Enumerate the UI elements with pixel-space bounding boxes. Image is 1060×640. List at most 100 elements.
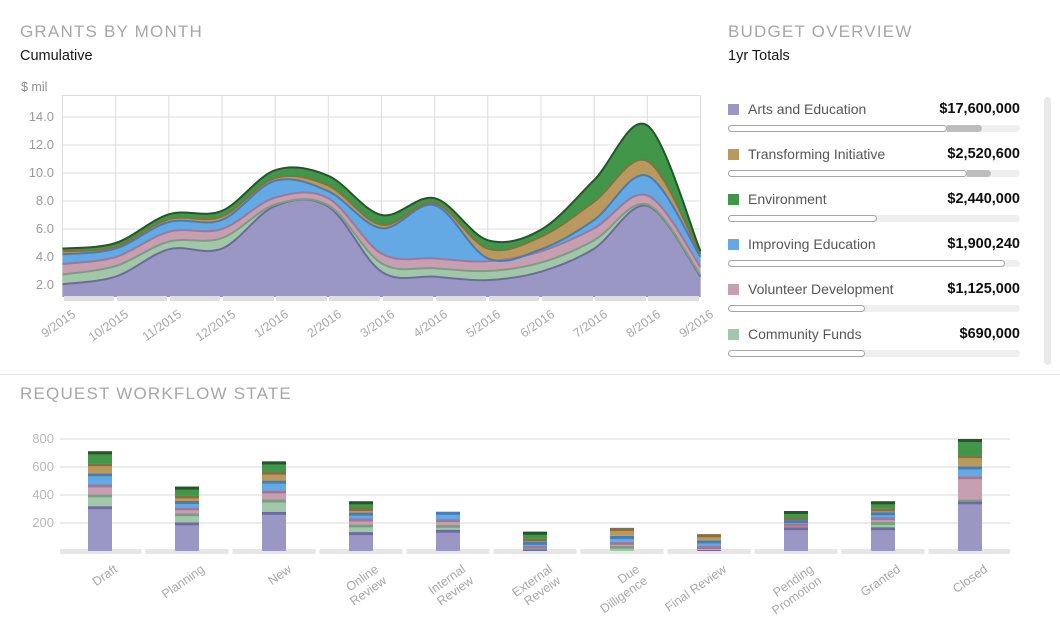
budget-row-header: Transforming Initiative$2,520,600 — [728, 144, 1020, 164]
axis-strip-segment — [648, 296, 699, 301]
grants-area-chart — [62, 95, 701, 297]
legend-color-swatch — [728, 149, 739, 160]
axis-strip-segment — [542, 296, 593, 301]
budget-progress-track — [728, 170, 1020, 177]
bar-segment-cap — [175, 487, 199, 490]
x-tick-label: Due Dilligence — [568, 562, 650, 631]
bar-segment-arts-and-education — [871, 527, 895, 551]
bar-segment-arts-and-education — [262, 512, 286, 551]
grants-by-month-subtitle: Cumulative — [20, 48, 93, 64]
bar-segment-cap — [436, 519, 460, 522]
axis-strip-segment — [383, 296, 434, 301]
axis-strip-segment — [64, 296, 115, 301]
budget-progress-track — [728, 260, 1020, 267]
budget-item-value: $2,520,600 — [947, 146, 1020, 162]
budget-row[interactable]: Improving Education$1,900,240 — [728, 234, 1020, 267]
x-tick-label: 8/2016 — [602, 307, 663, 355]
bar-segment-cap — [262, 490, 286, 493]
workflow-bar-chart-svg — [60, 432, 1010, 556]
bar-segment-cap — [784, 527, 808, 530]
x-tick-label: 1/2016 — [230, 307, 291, 355]
bar-segment-cap — [697, 550, 721, 551]
request-workflow-state-title: REQUEST WORKFLOW STATE — [20, 384, 292, 404]
bar-segment-cap — [523, 542, 547, 545]
x-tick-label: 3/2016 — [337, 307, 398, 355]
budget-item-value: $690,000 — [960, 326, 1020, 342]
bar-segment-cap — [349, 508, 373, 511]
bar-segment-cap — [523, 538, 547, 541]
x-tick-label: Internal Review — [394, 562, 476, 631]
y-tick-label: 800 — [10, 431, 54, 447]
x-tick-label: 6/2016 — [496, 307, 557, 355]
x-tick-label: 5/2016 — [443, 307, 504, 355]
grants-area-chart-svg — [62, 95, 701, 297]
budget-row[interactable]: Transforming Initiative$2,520,600 — [728, 144, 1020, 177]
legend-color-swatch — [728, 239, 739, 250]
budget-item-label: Community Funds — [748, 326, 960, 342]
bar-segment-cap — [262, 500, 286, 503]
budget-item-label: Improving Education — [748, 236, 947, 252]
x-tick-label: New — [220, 562, 294, 620]
bar-segment-cap — [349, 524, 373, 527]
bar-segment-cap — [958, 476, 982, 479]
x-tick-label: Pending Promotion — [742, 562, 824, 631]
budget-row[interactable]: Arts and Education$17,600,000 — [728, 99, 1020, 132]
bar-segment-cap — [436, 525, 460, 528]
axis-strip-segment — [276, 296, 327, 301]
bar-segment-cap — [88, 451, 112, 454]
bar-segment-cap — [871, 522, 895, 525]
budget-progress-pill — [728, 260, 1005, 267]
bar-segment-arts-and-education — [958, 501, 982, 551]
bar-segment-cap — [697, 546, 721, 549]
bar-segment-cap — [349, 501, 373, 504]
x-tick-label: 10/2015 — [71, 307, 132, 355]
workflow-bar-chart — [60, 432, 1010, 556]
budget-progress-pill — [728, 215, 877, 222]
legend-color-swatch — [728, 194, 739, 205]
y-tick-label: 12.0 — [10, 137, 54, 153]
legend-color-swatch — [728, 329, 739, 340]
budget-overview-list: Arts and Education$17,600,000 Transformin… — [728, 99, 1020, 369]
bar-segment-cap — [262, 461, 286, 464]
legend-color-swatch — [728, 284, 739, 295]
budget-item-value: $1,125,000 — [947, 281, 1020, 297]
bar-segment-cap — [958, 455, 982, 458]
bar-segment-cap — [88, 485, 112, 488]
bar-segment-cap — [958, 466, 982, 469]
budget-item-label: Arts and Education — [748, 101, 939, 117]
bar-segment-cap — [262, 481, 286, 484]
y-tick-label: 400 — [10, 487, 54, 503]
x-tick-label: Online Review — [307, 562, 389, 631]
bar-segment-cap — [871, 512, 895, 515]
bar-segment-cap — [88, 473, 112, 476]
budget-progress-pill — [728, 170, 967, 177]
x-tick-label: Final Review — [655, 562, 729, 620]
vertical-scrollbar[interactable] — [1044, 97, 1051, 365]
bar-segment-cap — [958, 439, 982, 442]
bar-segment-cap — [784, 524, 808, 527]
bar-segment-arts-and-education — [175, 522, 199, 551]
budget-row[interactable]: Community Funds$690,000 — [728, 324, 1020, 357]
bar-segment-cap — [88, 463, 112, 466]
budget-row[interactable]: Volunteer Development$1,125,000 — [728, 279, 1020, 312]
bar-segment-cap — [349, 519, 373, 522]
budget-progress-track — [728, 125, 1020, 132]
budget-row-header: Environment$2,440,000 — [728, 189, 1020, 209]
bar-segment-cap — [262, 472, 286, 475]
bar-segment-cap — [610, 528, 634, 531]
budget-progress-pill — [728, 125, 947, 132]
x-tick-label: External Reveiw — [481, 562, 563, 631]
x-tick-label: 12/2015 — [177, 307, 238, 355]
bar-segment-cap — [610, 536, 634, 539]
bar-segment-cap — [175, 507, 199, 510]
bar-segment-cap — [175, 501, 199, 504]
x-tick-label: Closed — [916, 562, 990, 620]
bar-segment-cap — [784, 511, 808, 514]
bar-segment-cap — [436, 512, 460, 515]
budget-row[interactable]: Environment$2,440,000 — [728, 189, 1020, 222]
bar-segment-arts-and-education — [784, 527, 808, 551]
budget-item-value: $2,440,000 — [947, 191, 1020, 207]
axis-strip-segment — [117, 296, 168, 301]
section-divider — [0, 374, 1060, 375]
budget-overview-title: BUDGET OVERVIEW — [728, 22, 913, 42]
